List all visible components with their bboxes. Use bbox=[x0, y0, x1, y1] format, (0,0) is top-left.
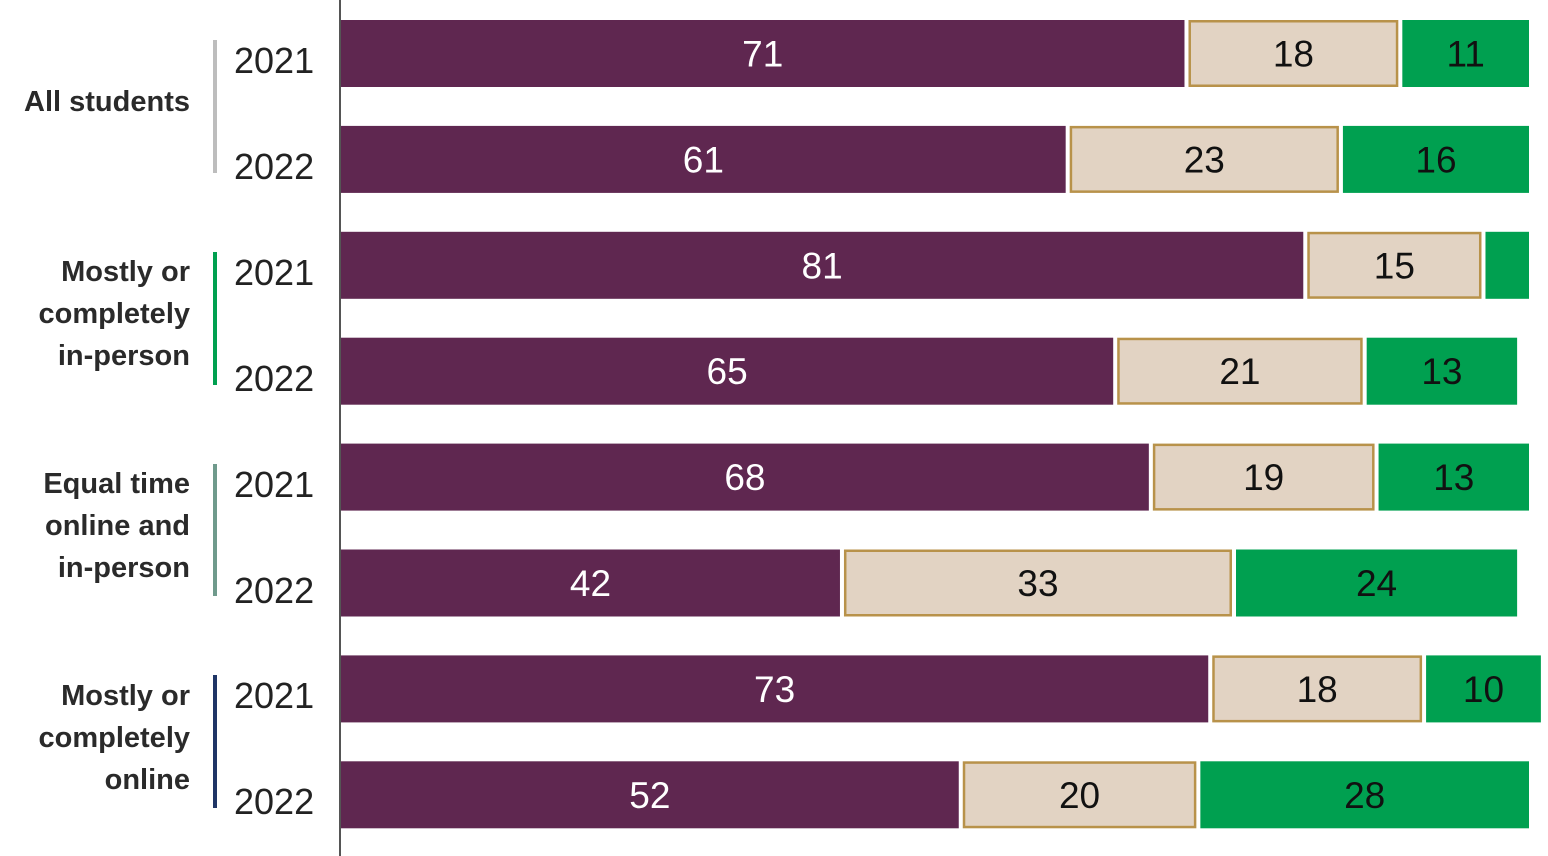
bar-segment-1 bbox=[341, 761, 959, 829]
data-label: 13 bbox=[1421, 351, 1462, 392]
bar-segment-3 bbox=[1342, 125, 1529, 193]
data-label: 21 bbox=[1219, 351, 1260, 392]
bar-segment-2 bbox=[1069, 125, 1339, 193]
group-label-line: Equal time bbox=[43, 468, 190, 501]
data-label: 68 bbox=[724, 457, 765, 498]
group-label: Mostly or completely in-person bbox=[39, 251, 191, 377]
data-label: 10 bbox=[1463, 669, 1504, 710]
data-label: 42 bbox=[570, 563, 611, 604]
bar-segment-3 bbox=[1426, 655, 1541, 723]
group-label-line: Mostly or bbox=[61, 679, 190, 712]
data-label: 65 bbox=[707, 351, 748, 392]
group-label-line: online bbox=[104, 763, 190, 796]
group-bracket-line bbox=[213, 251, 217, 385]
bar-segment-3 bbox=[1200, 761, 1529, 829]
year-label: 2021 bbox=[234, 251, 315, 293]
data-label: 28 bbox=[1344, 775, 1385, 816]
bar-segment-2 bbox=[1152, 443, 1375, 511]
bar-segment-1 bbox=[341, 125, 1066, 193]
year-label: 2021 bbox=[234, 463, 315, 505]
data-label: 18 bbox=[1297, 669, 1338, 710]
bar-segment-3 bbox=[1378, 443, 1529, 511]
bar-segment-3 bbox=[1402, 20, 1529, 87]
bar-segment-3 bbox=[1236, 549, 1518, 617]
bar-segment-2 bbox=[843, 549, 1233, 617]
data-label: 15 bbox=[1374, 245, 1415, 286]
data-label: 73 bbox=[754, 669, 795, 710]
data-label: 13 bbox=[1433, 457, 1474, 498]
year-label: 2022 bbox=[234, 781, 315, 823]
data-label: 19 bbox=[1243, 457, 1284, 498]
year-label: 2022 bbox=[234, 357, 315, 399]
group-bracket-line bbox=[213, 40, 217, 173]
year-label: 2022 bbox=[234, 569, 315, 611]
group-label-line: All students bbox=[24, 86, 190, 119]
data-label: 61 bbox=[683, 139, 724, 180]
bar-segment-1 bbox=[341, 655, 1209, 723]
year-label: 2022 bbox=[234, 145, 315, 187]
group-label: Mostly or completely online bbox=[39, 675, 191, 801]
bar-segment-2 bbox=[1212, 655, 1423, 723]
bar-segment-2 bbox=[1117, 337, 1363, 405]
bar-segment-2 bbox=[1307, 231, 1482, 299]
group-bracket-line bbox=[213, 675, 217, 809]
group-label-line: online and bbox=[45, 510, 190, 543]
group-label: Equal time online and in-person bbox=[43, 463, 190, 589]
bar-segment-3 bbox=[1366, 337, 1518, 405]
data-label: 52 bbox=[629, 775, 670, 816]
group-label-line: completely bbox=[38, 298, 191, 331]
data-label: 81 bbox=[802, 245, 843, 286]
group-label-line: in-person bbox=[57, 340, 190, 373]
bar-segment-2 bbox=[1188, 20, 1399, 87]
bar-segment-2 bbox=[962, 761, 1197, 829]
data-label: 71 bbox=[742, 34, 783, 75]
group-label-line: Mostly or bbox=[61, 256, 190, 289]
data-label: 24 bbox=[1356, 563, 1397, 604]
group-bracket-line bbox=[213, 463, 217, 597]
data-label: 11 bbox=[1446, 34, 1484, 75]
bar-segment-1 bbox=[341, 443, 1149, 511]
data-label: 16 bbox=[1415, 139, 1456, 180]
data-label: 33 bbox=[1017, 563, 1058, 604]
year-label: 2021 bbox=[234, 675, 315, 717]
data-label: 20 bbox=[1059, 775, 1100, 816]
bar-segment-1 bbox=[341, 337, 1114, 405]
bar-segment-1 bbox=[341, 549, 840, 617]
bar-segment-3 bbox=[1485, 231, 1529, 299]
year-label: 2021 bbox=[234, 40, 315, 81]
bar-segment-1 bbox=[341, 20, 1185, 87]
data-label: 23 bbox=[1184, 139, 1225, 180]
group-label-line: in-person bbox=[57, 552, 190, 585]
group-label-line: completely bbox=[38, 721, 191, 754]
data-label: 18 bbox=[1273, 34, 1314, 75]
bar-segment-1 bbox=[341, 231, 1304, 299]
group-label: All students bbox=[24, 81, 190, 123]
